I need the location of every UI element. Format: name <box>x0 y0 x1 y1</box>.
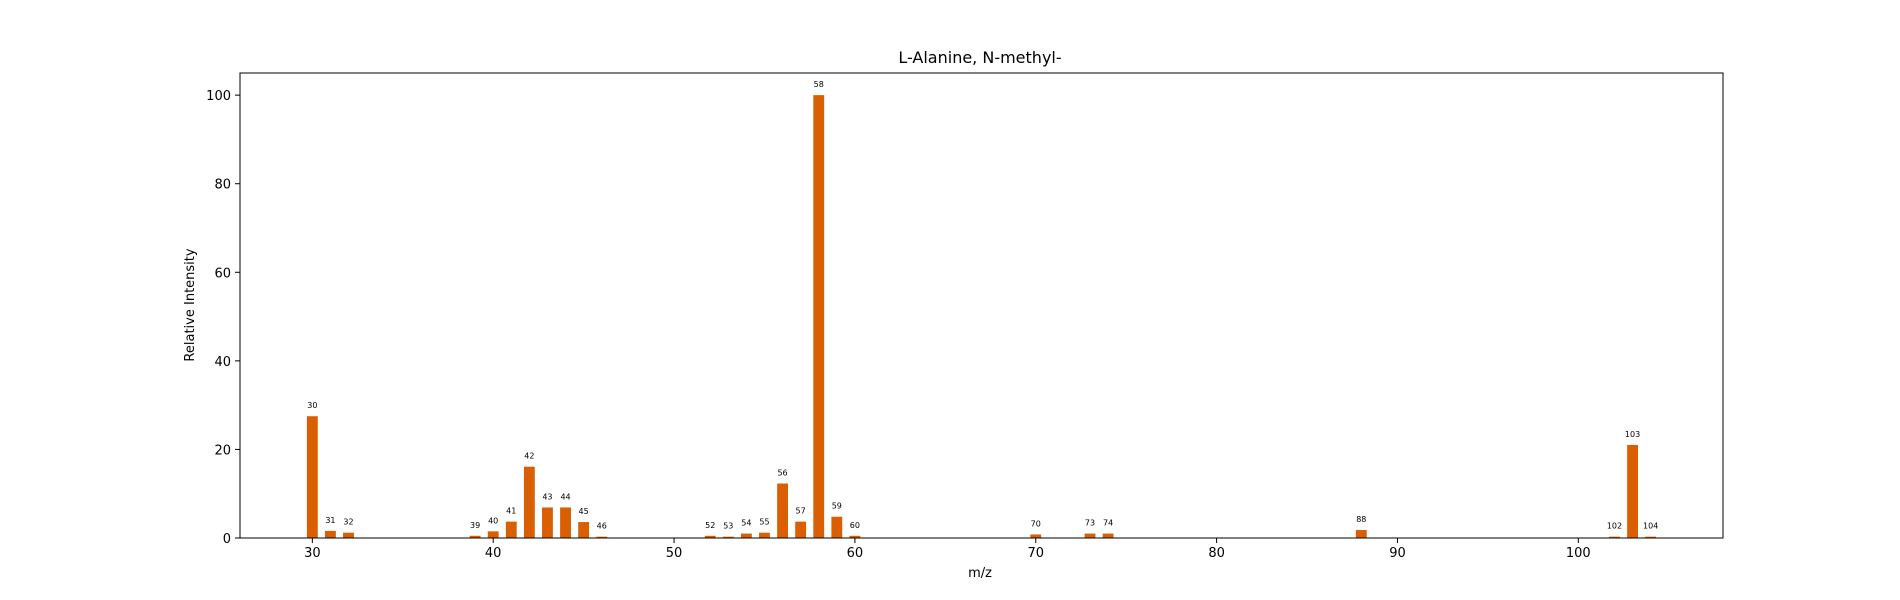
bar-value-label: 32 <box>343 518 353 527</box>
bar <box>487 531 499 538</box>
plot-area: 30 40 50 60 70 80 90 100 0 20 40 60 80 100 30 31 32 39 40 4… <box>206 80 1658 561</box>
y-tick-label: 100 <box>206 89 231 104</box>
bar <box>1084 533 1096 538</box>
x-tick-label: 70 <box>1027 546 1044 561</box>
bar <box>578 522 590 538</box>
y-tick-label: 40 <box>214 355 231 370</box>
x-tick-label: 80 <box>1208 546 1225 561</box>
bar-value-label: 56 <box>777 469 787 478</box>
bar-value-label: 58 <box>814 80 824 89</box>
bar <box>831 516 843 538</box>
bar-value-label: 103 <box>1625 430 1640 439</box>
x-tick-label: 100 <box>1566 546 1591 561</box>
bar <box>740 533 752 538</box>
bar <box>1627 445 1638 538</box>
bar <box>523 466 535 538</box>
bar <box>560 507 571 538</box>
bar-value-label: 43 <box>542 492 552 501</box>
bar-value-label: 60 <box>850 521 860 530</box>
x-tick-label: 60 <box>847 546 864 561</box>
x-tick-label: 50 <box>666 546 683 561</box>
bar-value-label: 54 <box>741 519 751 528</box>
y-tick-label: 0 <box>223 532 231 547</box>
bar <box>849 535 861 538</box>
bar <box>469 535 481 538</box>
bar <box>1609 536 1620 538</box>
bar-value-label: 59 <box>832 502 842 511</box>
bar-value-label: 102 <box>1607 522 1622 531</box>
x-axis-label: m/z <box>968 566 992 581</box>
bar-value-label: 46 <box>597 522 607 531</box>
bar <box>795 521 807 538</box>
y-tick-label: 80 <box>214 178 231 193</box>
bar-value-label: 41 <box>506 507 516 516</box>
bar <box>704 535 716 538</box>
bar <box>1030 534 1042 538</box>
bar <box>325 530 336 538</box>
bar <box>505 521 517 538</box>
bar-value-label: 55 <box>759 518 769 527</box>
bar <box>759 532 770 538</box>
y-tick-label: 60 <box>214 266 231 281</box>
x-tick-label: 30 <box>304 546 321 561</box>
bar-value-label: 52 <box>705 521 715 530</box>
bar-value-label: 31 <box>325 516 335 525</box>
bar-value-label: 45 <box>579 507 589 516</box>
bar-value-label: 88 <box>1356 515 1366 524</box>
y-tick-label: 20 <box>214 443 231 458</box>
bar-value-label: 39 <box>470 521 480 530</box>
bar-value-label: 42 <box>524 452 534 461</box>
bar-value-label: 30 <box>307 401 317 410</box>
bar <box>542 507 553 538</box>
y-axis-label: Relative Intensity <box>183 248 198 361</box>
chart-title: L-Alanine, N-methyl- <box>898 48 1061 67</box>
x-tick-label: 90 <box>1389 546 1406 561</box>
bar <box>722 536 734 538</box>
bar <box>777 483 788 538</box>
bar <box>1102 533 1114 538</box>
x-tick-label: 40 <box>485 546 502 561</box>
bar-value-label: 53 <box>723 522 733 531</box>
bar-value-label: 44 <box>560 492 570 501</box>
bar-value-label: 104 <box>1643 522 1658 531</box>
bar <box>813 95 825 539</box>
bar-value-label: 70 <box>1031 519 1041 528</box>
bar <box>1645 536 1657 538</box>
bar <box>596 536 608 538</box>
bar <box>306 416 318 538</box>
bar <box>1355 530 1367 538</box>
bar-value-label: 40 <box>488 516 498 525</box>
bar-value-label: 74 <box>1103 519 1113 528</box>
bar-value-label: 73 <box>1085 519 1095 528</box>
bar <box>343 532 354 538</box>
bar-value-label: 57 <box>796 507 806 516</box>
plot-frame <box>239 72 1724 539</box>
